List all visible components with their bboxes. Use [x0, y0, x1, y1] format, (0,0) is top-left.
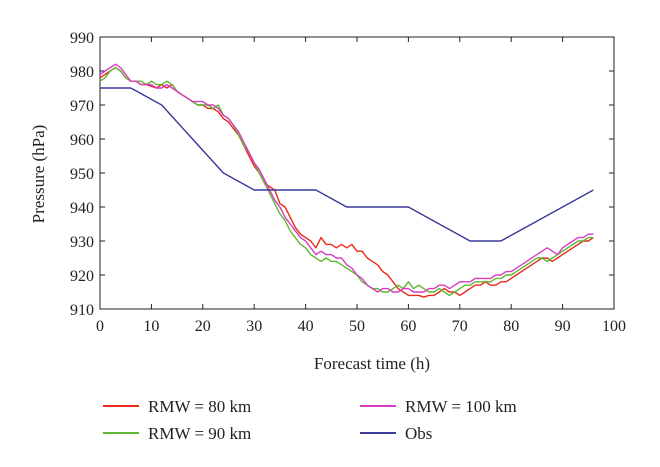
y-tick-label: 970 — [70, 98, 94, 115]
series-line-rmw-100 — [99, 63, 594, 293]
y-tick-label: 990 — [70, 30, 94, 47]
x-tick-label: 90 — [555, 318, 571, 335]
series-line-obs — [100, 87, 594, 242]
x-tick-label: 20 — [195, 318, 211, 335]
y-tick-label: 930 — [70, 234, 94, 251]
series-line-rmw-90 — [99, 66, 594, 297]
y-tick-label: 950 — [70, 166, 94, 183]
x-axis-ticks: 0 10 20 30 40 50 60 70 80 90 100 — [96, 37, 626, 335]
x-tick-label: 60 — [400, 318, 416, 335]
x-tick-label: 100 — [602, 318, 626, 335]
legend: RMW = 80 km RMW = 90 km RMW = 100 km Obs — [103, 397, 517, 443]
x-tick-label: 50 — [349, 318, 365, 335]
axes-frame — [99, 36, 615, 310]
y-tick-label: 960 — [70, 132, 94, 149]
x-tick-label: 10 — [143, 318, 159, 335]
series-line-rmw-80 — [99, 66, 594, 298]
x-tick-label: 70 — [452, 318, 468, 335]
y-axis-ticks: 910 920 930 940 950 960 970 980 990 — [70, 30, 614, 319]
x-tick-label: 40 — [298, 318, 314, 335]
series-lines — [99, 63, 594, 298]
x-tick-label: 30 — [246, 318, 262, 335]
legend-label-obs: Obs — [405, 424, 432, 443]
y-tick-label: 940 — [70, 200, 94, 217]
y-tick-label: 910 — [70, 302, 94, 319]
legend-label-rmw-90: RMW = 90 km — [148, 424, 251, 443]
legend-label-rmw-100: RMW = 100 km — [405, 397, 517, 416]
x-axis-label: Forecast time (h) — [314, 354, 430, 373]
y-tick-label: 980 — [70, 64, 94, 81]
x-tick-label: 80 — [503, 318, 519, 335]
y-axis-label: Pressure (hPa) — [29, 125, 48, 224]
legend-label-rmw-80: RMW = 80 km — [148, 397, 251, 416]
plot-area: 0 10 20 30 40 50 60 70 80 90 100 910 920 930 940 950 96… — [70, 30, 626, 335]
x-tick-label: 0 — [96, 318, 104, 335]
y-tick-label: 920 — [70, 268, 94, 285]
